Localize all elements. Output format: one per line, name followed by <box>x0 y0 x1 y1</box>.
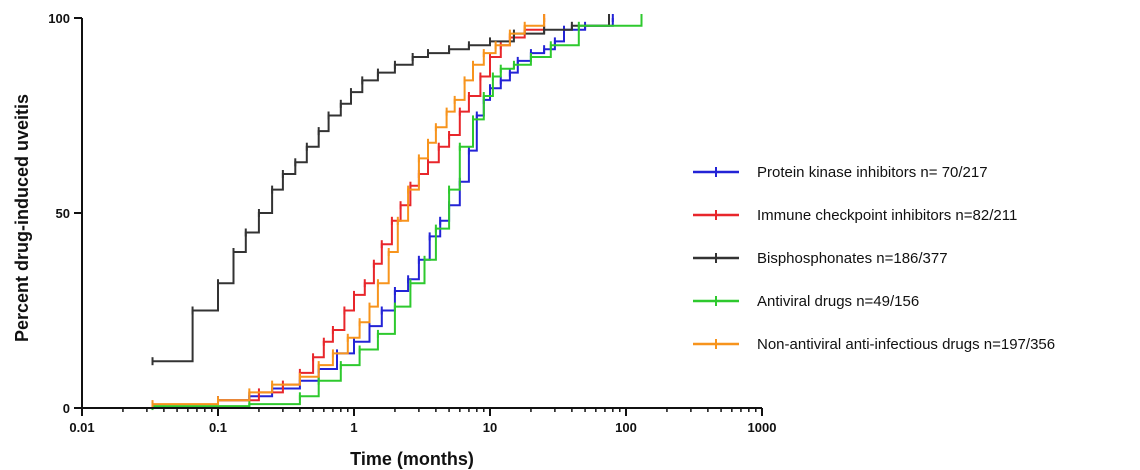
legend: Protein kinase inhibitors n= 70/217 Immun… <box>693 164 1055 353</box>
x-tick-label: 1000 <box>748 420 777 435</box>
series-line <box>218 18 546 402</box>
axes: 0.01 0.1 1 10 100 1000 0 50 100 <box>48 11 776 435</box>
x-tick-label: 10 <box>483 420 497 435</box>
legend-label: Protein kinase inhibitors n= 70/217 <box>757 164 988 181</box>
legend-label: Antiviral drugs n=49/156 <box>757 293 919 310</box>
y-tick-label: 0 <box>63 401 70 416</box>
series-line <box>218 18 614 402</box>
series-line <box>152 18 643 408</box>
x-tick-label: 100 <box>615 420 637 435</box>
x-tick-label: 0.1 <box>209 420 227 435</box>
legend-item: Non-antiviral anti-infectious drugs n=19… <box>693 336 1055 353</box>
x-tick-label: 1 <box>350 420 357 435</box>
legend-label: Immune checkpoint inhibitors n=82/211 <box>757 207 1017 224</box>
legend-label: Bisphosphonates n=186/377 <box>757 250 948 267</box>
legend-item: Protein kinase inhibitors n= 70/217 <box>693 164 988 181</box>
series-4 <box>151 14 546 409</box>
plot-area <box>151 14 643 411</box>
series-0 <box>217 14 614 405</box>
legend-item: Immune checkpoint inhibitors n=82/211 <box>693 207 1017 224</box>
legend-label: Non-antiviral anti-infectious drugs n=19… <box>757 336 1055 353</box>
y-tick-label: 50 <box>56 206 70 221</box>
legend-item: Bisphosphonates n=186/377 <box>693 250 948 267</box>
series-3 <box>151 14 643 411</box>
legend-item: Antiviral drugs n=49/156 <box>693 293 919 310</box>
y-axis-title: Percent drug-induced uveitis <box>12 94 32 342</box>
x-axis-title: Time (months) <box>350 449 474 469</box>
x-tick-label: 0.01 <box>69 420 94 435</box>
series-line <box>152 18 610 363</box>
y-tick-label: 100 <box>48 11 70 26</box>
series-2 <box>151 14 611 366</box>
